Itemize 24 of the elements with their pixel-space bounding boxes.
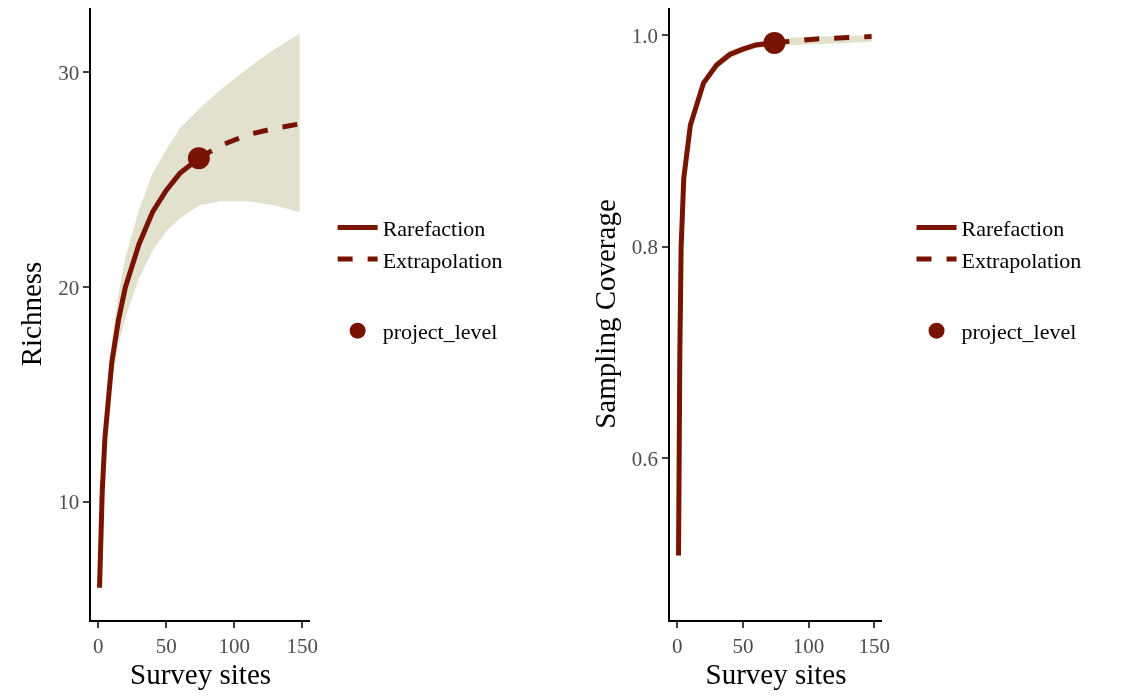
y-tick-label: 10 [58, 490, 80, 515]
legend-label: project_level [961, 319, 1077, 345]
x-tick-label: 0 [92, 634, 104, 659]
y-tick-label: 1.0 [631, 23, 659, 48]
legend-label: project_level [382, 319, 498, 345]
y-axis-title: Sampling Coverage [588, 199, 621, 429]
x-axis-title: Survey sites [705, 658, 847, 691]
x-tick-label: 150 [858, 634, 891, 659]
x-tick-label: 50 [155, 634, 177, 659]
legend-label: Rarefaction [382, 216, 486, 242]
x-axis-title: Survey sites [130, 658, 272, 691]
legend-label: Extrapolation [382, 247, 503, 273]
x-tick-label: 150 [286, 634, 319, 659]
y-tick-label: 20 [58, 275, 80, 300]
legend-label: Rarefaction [961, 216, 1065, 242]
y-axis-title: Richness [15, 261, 47, 367]
legend-label: Extrapolation [961, 247, 1082, 273]
y-tick-label: 30 [58, 60, 80, 85]
y-tick-label: 0.6 [631, 446, 659, 471]
y-tick-label: 0.8 [631, 235, 659, 260]
x-tick-label: 100 [218, 634, 251, 659]
x-tick-label: 0 [671, 634, 683, 659]
x-tick-label: 100 [792, 634, 825, 659]
x-tick-label: 50 [732, 634, 754, 659]
